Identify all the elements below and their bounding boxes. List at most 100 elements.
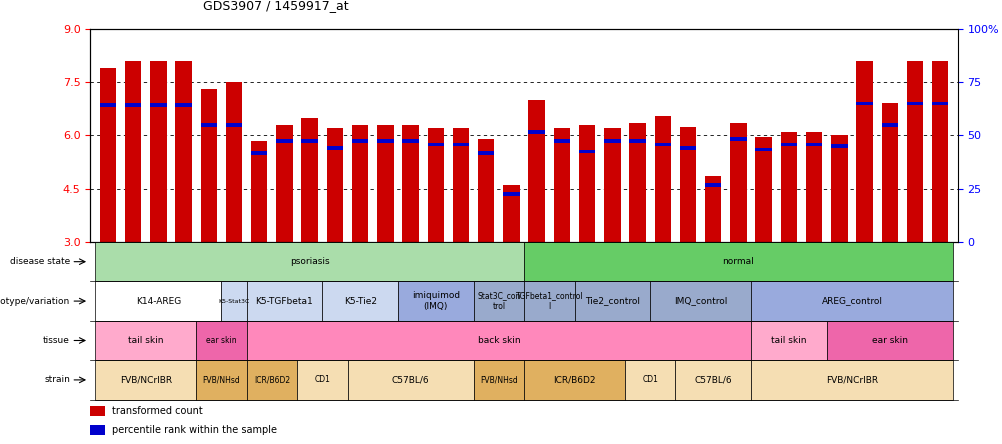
Text: psoriasis: psoriasis <box>290 257 330 266</box>
Bar <box>628 123 645 242</box>
Bar <box>150 103 166 107</box>
Bar <box>553 128 569 242</box>
Bar <box>402 139 419 143</box>
Bar <box>377 125 393 242</box>
Bar <box>302 118 318 242</box>
Bar <box>578 125 595 242</box>
Bar <box>125 103 141 107</box>
Text: K5-Tie2: K5-Tie2 <box>344 297 377 305</box>
Text: genotype/variation: genotype/variation <box>0 297 70 305</box>
Bar <box>603 139 620 143</box>
Text: C57BL/6: C57BL/6 <box>392 375 429 385</box>
Bar <box>906 61 922 242</box>
Text: K5-Stat3C: K5-Stat3C <box>218 298 249 304</box>
Text: CD1: CD1 <box>641 375 657 385</box>
Bar <box>856 61 872 242</box>
Text: ICR/B6D2: ICR/B6D2 <box>553 375 595 385</box>
Bar <box>603 128 620 242</box>
Bar <box>654 143 670 146</box>
Bar <box>225 82 242 242</box>
Text: normal: normal <box>721 257 754 266</box>
Bar <box>246 360 297 400</box>
Bar <box>427 143 444 146</box>
Bar <box>750 321 826 360</box>
Bar <box>856 102 872 105</box>
Bar <box>90 406 105 416</box>
Bar <box>528 100 544 242</box>
Bar <box>674 360 750 400</box>
Bar <box>805 132 822 242</box>
Text: ear skin: ear skin <box>871 336 907 345</box>
Bar <box>704 176 720 242</box>
Bar <box>200 123 216 127</box>
Bar <box>322 281 398 321</box>
Bar <box>624 360 674 400</box>
Bar <box>780 143 797 146</box>
Text: transformed count: transformed count <box>111 406 202 416</box>
Bar <box>503 185 519 242</box>
Bar <box>297 360 347 400</box>
Bar <box>528 130 544 134</box>
Bar <box>654 116 670 242</box>
Text: FVB/NCrIBR: FVB/NCrIBR <box>119 375 171 385</box>
Text: TGFbeta1_control
l: TGFbeta1_control l <box>515 291 582 311</box>
Bar <box>196 321 246 360</box>
Bar <box>503 192 519 196</box>
Bar <box>246 281 322 321</box>
Bar <box>452 128 469 242</box>
Text: back skin: back skin <box>477 336 520 345</box>
Bar <box>729 123 745 242</box>
Bar <box>523 360 624 400</box>
Bar <box>95 321 196 360</box>
Bar <box>398 281 473 321</box>
Bar <box>523 281 574 321</box>
Bar <box>473 281 523 321</box>
Bar <box>750 281 952 321</box>
Bar <box>628 139 645 143</box>
Text: IMQ_control: IMQ_control <box>673 297 726 305</box>
Text: AREG_control: AREG_control <box>821 297 882 305</box>
Bar <box>649 281 750 321</box>
Text: tail skin: tail skin <box>128 336 163 345</box>
Bar <box>327 128 343 242</box>
Bar <box>175 103 191 107</box>
Bar <box>523 242 952 281</box>
Bar <box>250 141 268 242</box>
Bar <box>150 61 166 242</box>
Text: ICR/B6D2: ICR/B6D2 <box>254 375 290 385</box>
Bar <box>246 321 750 360</box>
Text: GDS3907 / 1459917_at: GDS3907 / 1459917_at <box>202 0 349 12</box>
Bar <box>221 281 246 321</box>
Text: disease state: disease state <box>10 257 70 266</box>
Bar <box>478 139 494 242</box>
Bar <box>125 61 141 242</box>
Bar <box>200 89 216 242</box>
Bar <box>402 125 419 242</box>
Bar <box>473 360 523 400</box>
Bar <box>352 125 368 242</box>
Text: Tie2_control: Tie2_control <box>584 297 639 305</box>
Bar <box>679 146 695 150</box>
Bar <box>95 242 523 281</box>
Text: K14-AREG: K14-AREG <box>135 297 180 305</box>
Text: percentile rank within the sample: percentile rank within the sample <box>111 425 277 435</box>
Text: FVB/NHsd: FVB/NHsd <box>480 375 517 385</box>
Bar <box>578 150 595 153</box>
Bar <box>276 125 293 242</box>
Text: ear skin: ear skin <box>205 336 236 345</box>
Bar <box>881 123 897 127</box>
Text: Stat3C_con
trol: Stat3C_con trol <box>477 291 520 311</box>
Bar <box>478 151 494 155</box>
Bar <box>90 425 105 435</box>
Bar <box>755 148 772 151</box>
Text: C57BL/6: C57BL/6 <box>693 375 731 385</box>
Bar <box>302 139 318 143</box>
Bar <box>755 137 772 242</box>
Text: imiquimod
(IMQ): imiquimod (IMQ) <box>412 291 459 311</box>
Bar <box>906 102 922 105</box>
Bar <box>347 360 473 400</box>
Bar <box>931 61 948 242</box>
Text: strain: strain <box>44 375 70 385</box>
Bar <box>805 143 822 146</box>
Text: tail skin: tail skin <box>771 336 806 345</box>
